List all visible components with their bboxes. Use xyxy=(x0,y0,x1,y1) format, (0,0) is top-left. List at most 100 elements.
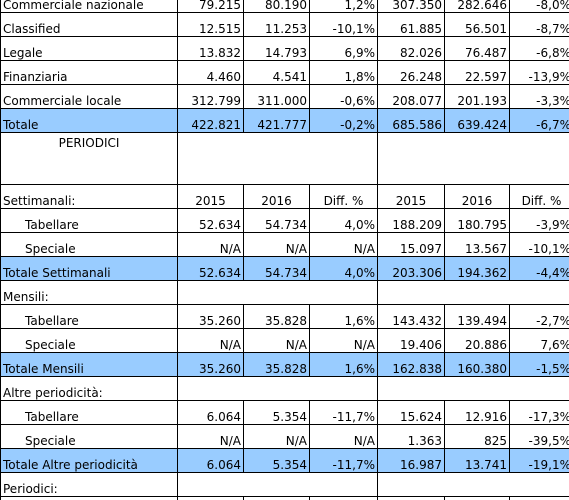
cell-value: -11,7% xyxy=(309,448,378,473)
cell-value: 16.987 xyxy=(377,448,445,473)
cell-value: 5.354 xyxy=(243,400,310,425)
cell-value: 35.828 xyxy=(243,304,310,329)
cell-value: 76.487 xyxy=(444,36,510,61)
cell-value: 54.734 xyxy=(243,256,310,281)
cell-value: -4,4% xyxy=(509,256,569,281)
total-row: Totale Altre periodicità 6.064 5.354 -11… xyxy=(0,448,569,473)
row-label: Tabellare xyxy=(0,304,178,329)
blank-cell xyxy=(177,376,378,401)
cell-value: -10,1% xyxy=(309,12,378,37)
column-header: Diff. % xyxy=(509,184,569,209)
blank-cell xyxy=(0,496,178,500)
cell-value: 6.064 xyxy=(177,400,244,425)
cell-value: 422.821 xyxy=(177,108,244,133)
cell-value: -11,7% xyxy=(309,400,378,425)
blank-cell xyxy=(177,280,378,305)
cell-value: N/A xyxy=(243,232,310,257)
total-row: Totale 422.821 421.777 -0,2% 685.586 639… xyxy=(0,108,569,133)
cell-value: 203.306 xyxy=(377,256,445,281)
table-row: Legale 13.832 14.793 6,9% 82.026 76.487 … xyxy=(0,36,569,61)
cell-value: 11.253 xyxy=(243,12,310,37)
cell-value: -1,5% xyxy=(509,352,569,377)
table-row: Finanziaria 4.460 4.541 1,8% 26.248 22.5… xyxy=(0,60,569,85)
cell-value: 1,6% xyxy=(309,304,378,329)
cell-value: 1,8% xyxy=(309,60,378,85)
cell-value: 6,9% xyxy=(309,36,378,61)
cell-value: 421.777 xyxy=(243,108,310,133)
cell-value: 194.362 xyxy=(444,256,510,281)
section-label-row: Altre periodicità: xyxy=(0,376,569,401)
cell-value: 12.916 xyxy=(444,400,510,425)
cell-value: -39,5% xyxy=(509,424,569,449)
blank-cell xyxy=(243,496,310,500)
cell-value: 162.838 xyxy=(377,352,445,377)
row-label: Commerciale nazionale xyxy=(0,0,178,13)
cell-value: 1,6% xyxy=(309,352,378,377)
cell-value: 20.886 xyxy=(444,328,510,353)
cell-value: 312.799 xyxy=(177,84,244,109)
cell-value: 4.460 xyxy=(177,60,244,85)
blank-cell xyxy=(377,132,569,185)
cell-value: -19,1% xyxy=(509,448,569,473)
cell-value: 54.734 xyxy=(243,208,310,233)
cell-value: N/A xyxy=(309,328,378,353)
cell-value: -17,3% xyxy=(509,400,569,425)
cell-value: 201.193 xyxy=(444,84,510,109)
cell-value: 825 xyxy=(444,424,510,449)
cell-value: 61.885 xyxy=(377,12,445,37)
cell-value: 35.260 xyxy=(177,352,244,377)
row-label: Totale xyxy=(0,108,178,133)
cell-value: 208.077 xyxy=(377,84,445,109)
blank-cell xyxy=(377,496,445,500)
blank-cell xyxy=(309,496,378,500)
cell-value: -0,6% xyxy=(309,84,378,109)
cell-value: 52.634 xyxy=(177,208,244,233)
section-label-row: Periodici: xyxy=(0,472,569,497)
cell-value: 307.350 xyxy=(377,0,445,13)
table-row: Speciale N/A N/A N/A 19.406 20.886 7,6% xyxy=(0,328,569,353)
cell-value: 82.026 xyxy=(377,36,445,61)
cell-value: -3,9% xyxy=(509,208,569,233)
row-label: Classified xyxy=(0,12,178,37)
cell-value: 282.646 xyxy=(444,0,510,13)
row-label: Tabellare xyxy=(0,208,178,233)
cell-value: -6,7% xyxy=(509,108,569,133)
cell-value: 35.260 xyxy=(177,304,244,329)
cell-value: 52.634 xyxy=(177,256,244,281)
cell-value: -10,1% xyxy=(509,232,569,257)
cell-value: N/A xyxy=(309,232,378,257)
table-row: Commerciale nazionale 79.215 80.190 1,2%… xyxy=(0,0,569,13)
column-header: 2016 xyxy=(444,184,510,209)
cell-value: 15.624 xyxy=(377,400,445,425)
cell-value: -3,3% xyxy=(509,84,569,109)
cell-value: 56.501 xyxy=(444,12,510,37)
row-label: Speciale xyxy=(0,328,178,353)
cell-value: -0,2% xyxy=(309,108,378,133)
table-row: Tabellare 35.260 35.828 1,6% 143.432 139… xyxy=(0,304,569,329)
blank-cell xyxy=(377,280,569,305)
blank-cell xyxy=(177,472,378,497)
cell-value: 4,0% xyxy=(309,208,378,233)
periodici-title: PERIODICI xyxy=(0,132,178,185)
table-row: Speciale N/A N/A N/A 1.363 825 -39,5% xyxy=(0,424,569,449)
settimanali-label: Settimanali: xyxy=(0,184,178,209)
cell-value: N/A xyxy=(243,328,310,353)
cell-value: 12.515 xyxy=(177,12,244,37)
row-label: Speciale xyxy=(0,424,178,449)
cell-value: 35.828 xyxy=(243,352,310,377)
row-label: Totale Mensili xyxy=(0,352,178,377)
cell-value: 13.741 xyxy=(444,448,510,473)
column-header: 2015 xyxy=(177,184,244,209)
cell-value: 143.432 xyxy=(377,304,445,329)
cell-value: -13,9% xyxy=(509,60,569,85)
table-row: Classified 12.515 11.253 -10,1% 61.885 5… xyxy=(0,12,569,37)
cell-value: 79.215 xyxy=(177,0,244,13)
cell-value: 13.567 xyxy=(444,232,510,257)
cell-value: 1.363 xyxy=(377,424,445,449)
cell-value: N/A xyxy=(177,424,244,449)
column-header: 2016 xyxy=(243,184,310,209)
periodici-label: Periodici: xyxy=(0,472,178,497)
cell-value: 4,0% xyxy=(309,256,378,281)
